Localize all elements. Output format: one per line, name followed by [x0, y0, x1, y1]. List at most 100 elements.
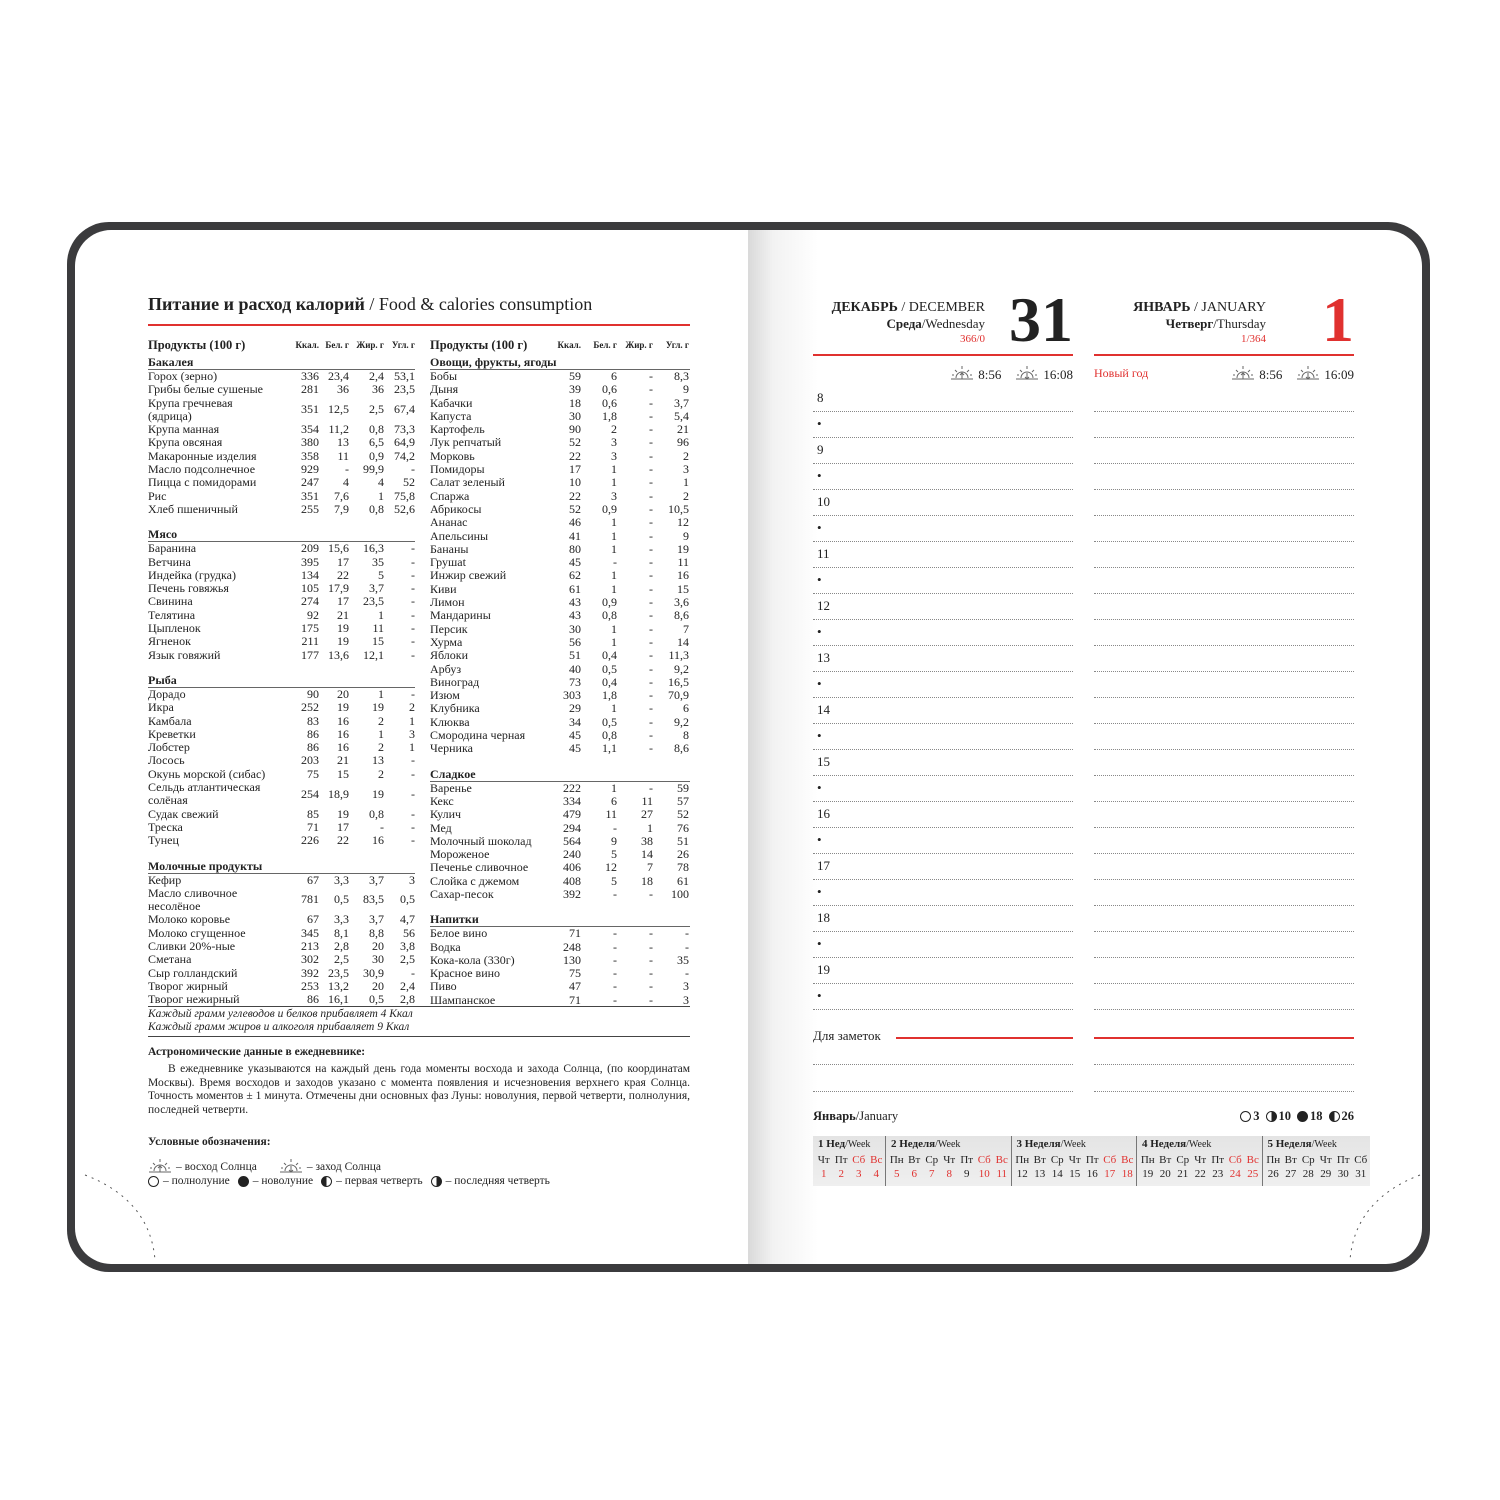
time-slot-line[interactable] — [1094, 671, 1354, 672]
planner-cover — [67, 222, 1430, 1272]
time-slot-line[interactable] — [1094, 437, 1354, 438]
time-slot-line[interactable] — [1094, 879, 1354, 880]
time-slot-line[interactable] — [1094, 801, 1354, 802]
calendar-date[interactable]: 24 — [1229, 1168, 1241, 1180]
time-slot-line[interactable] — [813, 697, 1073, 698]
calendar-date[interactable]: 15 — [1069, 1168, 1081, 1180]
calendar-date[interactable]: 8 — [946, 1168, 953, 1180]
time-slot-line[interactable] — [1094, 619, 1354, 620]
time-slot-line[interactable] — [1094, 645, 1354, 646]
calendar-date[interactable]: 16 — [1086, 1168, 1098, 1180]
mini-month-ru: Январь — [813, 1109, 856, 1123]
time-slot-line[interactable] — [813, 515, 1073, 516]
calendar-date[interactable]: 13 — [1034, 1168, 1046, 1180]
carbs-value: 52 — [677, 807, 689, 822]
time-slot-line[interactable] — [1094, 853, 1354, 854]
calendar-date[interactable]: 30 — [1337, 1168, 1349, 1180]
fat-value: 35 — [372, 554, 384, 569]
time-slot-line[interactable] — [813, 827, 1073, 828]
time-slot-line[interactable] — [1094, 697, 1354, 698]
time-slot-line[interactable] — [813, 489, 1073, 490]
time-slot-line[interactable] — [813, 593, 1073, 594]
time-slot-line[interactable] — [1094, 957, 1354, 958]
calendar-date[interactable]: 21 — [1177, 1168, 1189, 1180]
notes-dotted-line[interactable] — [1094, 1091, 1354, 1092]
calendar-date[interactable]: 25 — [1247, 1168, 1259, 1180]
calendar-date[interactable]: 18 — [1121, 1168, 1133, 1180]
time-slot-line[interactable] — [813, 957, 1073, 958]
calendar-date[interactable]: 22 — [1194, 1168, 1206, 1180]
time-slot-line[interactable] — [813, 801, 1073, 802]
time-slot-line[interactable] — [1094, 905, 1354, 906]
time-slot-line[interactable] — [1094, 463, 1354, 464]
time-slot-line[interactable] — [813, 619, 1073, 620]
time-slot-line[interactable] — [1094, 775, 1354, 776]
time-slot-line[interactable] — [813, 1009, 1073, 1010]
header-protein: Бел. г — [593, 340, 617, 351]
time-slot-line[interactable] — [1094, 983, 1354, 984]
calendar-date[interactable]: 28 — [1302, 1168, 1314, 1180]
calendar-date[interactable]: 10 — [978, 1168, 990, 1180]
calendar-date[interactable]: 29 — [1320, 1168, 1332, 1180]
calendar-date[interactable]: 4 — [873, 1168, 880, 1180]
time-slot-line[interactable] — [1094, 515, 1354, 516]
time-slot-line[interactable] — [813, 463, 1073, 464]
time-slot-line[interactable] — [1094, 723, 1354, 724]
calendar-date[interactable]: 6 — [911, 1168, 918, 1180]
time-slot-line[interactable] — [1094, 827, 1354, 828]
phase-day: 10 — [1278, 1109, 1292, 1123]
calendar-date[interactable]: 19 — [1142, 1168, 1154, 1180]
calendar-date[interactable]: 3 — [856, 1168, 862, 1180]
time-slot-line[interactable] — [1094, 931, 1354, 932]
fat-value: - — [649, 674, 653, 689]
header-kcal: Ккал. — [295, 340, 319, 351]
time-slot-line[interactable] — [813, 879, 1073, 880]
time-slot-line[interactable] — [813, 775, 1073, 776]
time-slot-line[interactable] — [813, 645, 1073, 646]
notes-dotted-line[interactable] — [1094, 1064, 1354, 1065]
time-slot-line[interactable] — [1094, 593, 1354, 594]
calendar-date[interactable]: 2 — [838, 1168, 845, 1180]
kcal-value: 222 — [563, 780, 581, 795]
time-slot-line[interactable] — [1094, 489, 1354, 490]
calendar-date[interactable]: 26 — [1267, 1168, 1279, 1180]
notes-dotted-line[interactable] — [813, 1064, 1073, 1065]
calendar-date[interactable]: 23 — [1212, 1168, 1224, 1180]
time-slot-line[interactable] — [813, 671, 1073, 672]
time-slot-line[interactable] — [813, 931, 1073, 932]
weekday-abbr: Сб — [1103, 1154, 1117, 1166]
calendar-date[interactable]: 5 — [894, 1168, 900, 1180]
kcal-value: 62 — [569, 568, 581, 583]
time-slot-line[interactable] — [1094, 541, 1354, 542]
calendar-date[interactable]: 20 — [1159, 1168, 1171, 1180]
time-slot-line[interactable] — [1094, 749, 1354, 750]
time-slot-line[interactable] — [813, 541, 1073, 542]
time-slot-line[interactable] — [813, 437, 1073, 438]
calendar-date[interactable]: 17 — [1104, 1168, 1116, 1180]
fat-value: - — [649, 462, 653, 477]
fat-value: 11 — [641, 793, 653, 808]
calendar-date[interactable]: 9 — [964, 1168, 970, 1180]
calendar-date[interactable]: 27 — [1285, 1168, 1297, 1180]
calendar-date[interactable]: 12 — [1016, 1168, 1028, 1180]
time-slot-line[interactable] — [1094, 567, 1354, 568]
time-slot-line[interactable] — [813, 411, 1073, 412]
kcal-value: 67 — [307, 912, 319, 927]
time-slot-line[interactable] — [1094, 1009, 1354, 1010]
time-slot-line[interactable] — [813, 853, 1073, 854]
table-row: Язык говяжий 177 13,6 12,1 - — [148, 648, 415, 662]
time-slot-line[interactable] — [813, 983, 1073, 984]
time-slot-line[interactable] — [1094, 411, 1354, 412]
calendar-date[interactable]: 31 — [1355, 1168, 1367, 1180]
time-slot-line[interactable] — [813, 723, 1073, 724]
calendar-date[interactable]: 1 — [821, 1168, 827, 1180]
protein-value: 23,5 — [328, 965, 349, 980]
notes-dotted-line[interactable] — [813, 1091, 1073, 1092]
time-slot-line[interactable] — [813, 905, 1073, 906]
protein-value: 1 — [611, 780, 617, 795]
calendar-date[interactable]: 14 — [1051, 1168, 1063, 1180]
calendar-date[interactable]: 7 — [929, 1168, 935, 1180]
time-slot-line[interactable] — [813, 567, 1073, 568]
time-slot-line[interactable] — [813, 749, 1073, 750]
calendar-date[interactable]: 11 — [996, 1168, 1008, 1180]
